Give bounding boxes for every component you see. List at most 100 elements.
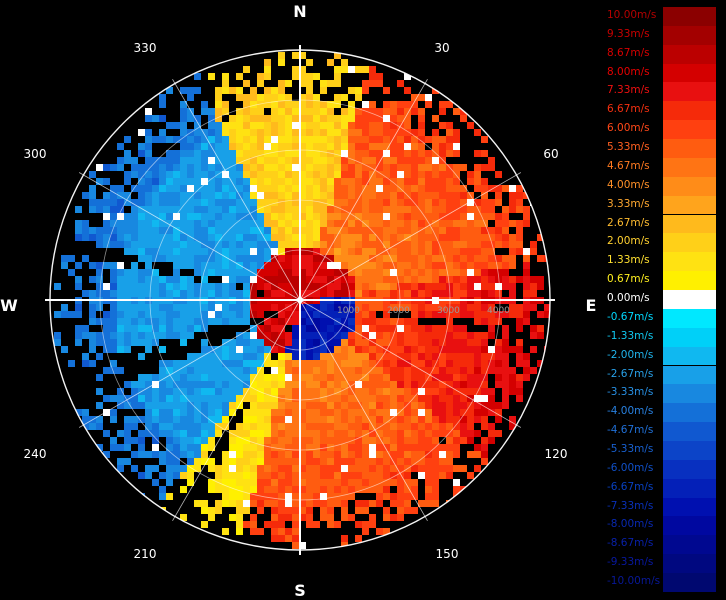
velocity-cell	[362, 164, 369, 171]
velocity-cell	[334, 276, 341, 283]
velocity-cell	[425, 346, 432, 353]
velocity-cell	[376, 500, 383, 507]
velocity-cell	[243, 199, 250, 206]
velocity-cell	[432, 136, 439, 143]
velocity-cell	[285, 136, 292, 143]
velocity-cell	[229, 465, 236, 472]
velocity-cell	[236, 73, 243, 80]
velocity-cell	[236, 304, 243, 311]
velocity-cell	[383, 507, 390, 514]
velocity-cell	[299, 80, 306, 87]
velocity-cell	[236, 234, 243, 241]
velocity-cell	[460, 311, 467, 318]
velocity-cell	[278, 129, 285, 136]
velocity-cell	[418, 416, 425, 423]
velocity-cell	[236, 115, 243, 122]
velocity-cell	[453, 234, 460, 241]
velocity-cell	[236, 374, 243, 381]
velocity-cell	[89, 262, 96, 269]
velocity-cell	[222, 409, 229, 416]
velocity-cell	[313, 73, 320, 80]
velocity-cell	[68, 360, 75, 367]
velocity-cell	[390, 339, 397, 346]
velocity-cell	[418, 143, 425, 150]
velocity-cell	[159, 374, 166, 381]
velocity-cell	[229, 402, 236, 409]
velocity-cell	[222, 80, 229, 87]
velocity-cell	[383, 325, 390, 332]
velocity-cell	[488, 157, 495, 164]
velocity-cell	[383, 276, 390, 283]
velocity-cell	[201, 451, 208, 458]
velocity-cell	[117, 346, 124, 353]
velocity-cell	[523, 269, 530, 276]
colorbar-label: -2.67m/s	[607, 367, 654, 380]
velocity-cell	[334, 360, 341, 367]
velocity-cell	[306, 283, 313, 290]
velocity-cell	[173, 409, 180, 416]
velocity-cell	[145, 192, 152, 199]
velocity-cell	[460, 255, 467, 262]
velocity-cell	[390, 444, 397, 451]
velocity-cell	[82, 360, 89, 367]
velocity-cell	[376, 332, 383, 339]
velocity-cell	[299, 241, 306, 248]
velocity-cell	[89, 192, 96, 199]
velocity-cell	[215, 507, 222, 514]
colorbar-entry: -8.67m/s	[604, 535, 716, 555]
velocity-cell	[348, 479, 355, 486]
velocity-cell	[292, 115, 299, 122]
velocity-cell	[292, 283, 299, 290]
velocity-cell	[397, 192, 404, 199]
velocity-cell	[138, 276, 145, 283]
velocity-cell	[173, 402, 180, 409]
velocity-cell	[390, 353, 397, 360]
velocity-cell	[222, 388, 229, 395]
velocity-cell	[145, 227, 152, 234]
velocity-cell	[327, 108, 334, 115]
velocity-cell	[299, 486, 306, 493]
velocity-cell	[376, 290, 383, 297]
velocity-cell	[460, 227, 467, 234]
velocity-cell	[397, 241, 404, 248]
velocity-cell	[257, 402, 264, 409]
velocity-cell	[495, 339, 502, 346]
velocity-cell	[467, 283, 474, 290]
velocity-cell	[201, 276, 208, 283]
velocity-cell	[495, 241, 502, 248]
velocity-cell	[418, 374, 425, 381]
velocity-cell	[355, 416, 362, 423]
velocity-cell	[404, 290, 411, 297]
velocity-cell	[355, 346, 362, 353]
velocity-cell	[383, 171, 390, 178]
velocity-cell	[474, 402, 481, 409]
velocity-cell	[229, 122, 236, 129]
velocity-cell	[390, 101, 397, 108]
velocity-cell	[54, 339, 61, 346]
velocity-cell	[383, 402, 390, 409]
velocity-cell	[341, 136, 348, 143]
velocity-cell	[383, 122, 390, 129]
velocity-cell	[369, 304, 376, 311]
velocity-cell	[313, 164, 320, 171]
velocity-cell	[467, 227, 474, 234]
velocity-cell	[432, 255, 439, 262]
velocity-cell	[334, 94, 341, 101]
velocity-cell	[236, 220, 243, 227]
velocity-cell	[292, 66, 299, 73]
velocity-cell	[509, 220, 516, 227]
velocity-cell	[110, 339, 117, 346]
velocity-cell	[222, 472, 229, 479]
velocity-cell	[313, 353, 320, 360]
velocity-cell	[194, 241, 201, 248]
velocity-cell	[348, 290, 355, 297]
velocity-cell	[341, 129, 348, 136]
velocity-cell	[236, 346, 243, 353]
velocity-cell	[292, 521, 299, 528]
velocity-cell	[159, 276, 166, 283]
velocity-cell	[166, 402, 173, 409]
velocity-cell	[278, 241, 285, 248]
velocity-cell	[439, 360, 446, 367]
velocity-cell	[138, 220, 145, 227]
velocity-cell	[173, 290, 180, 297]
